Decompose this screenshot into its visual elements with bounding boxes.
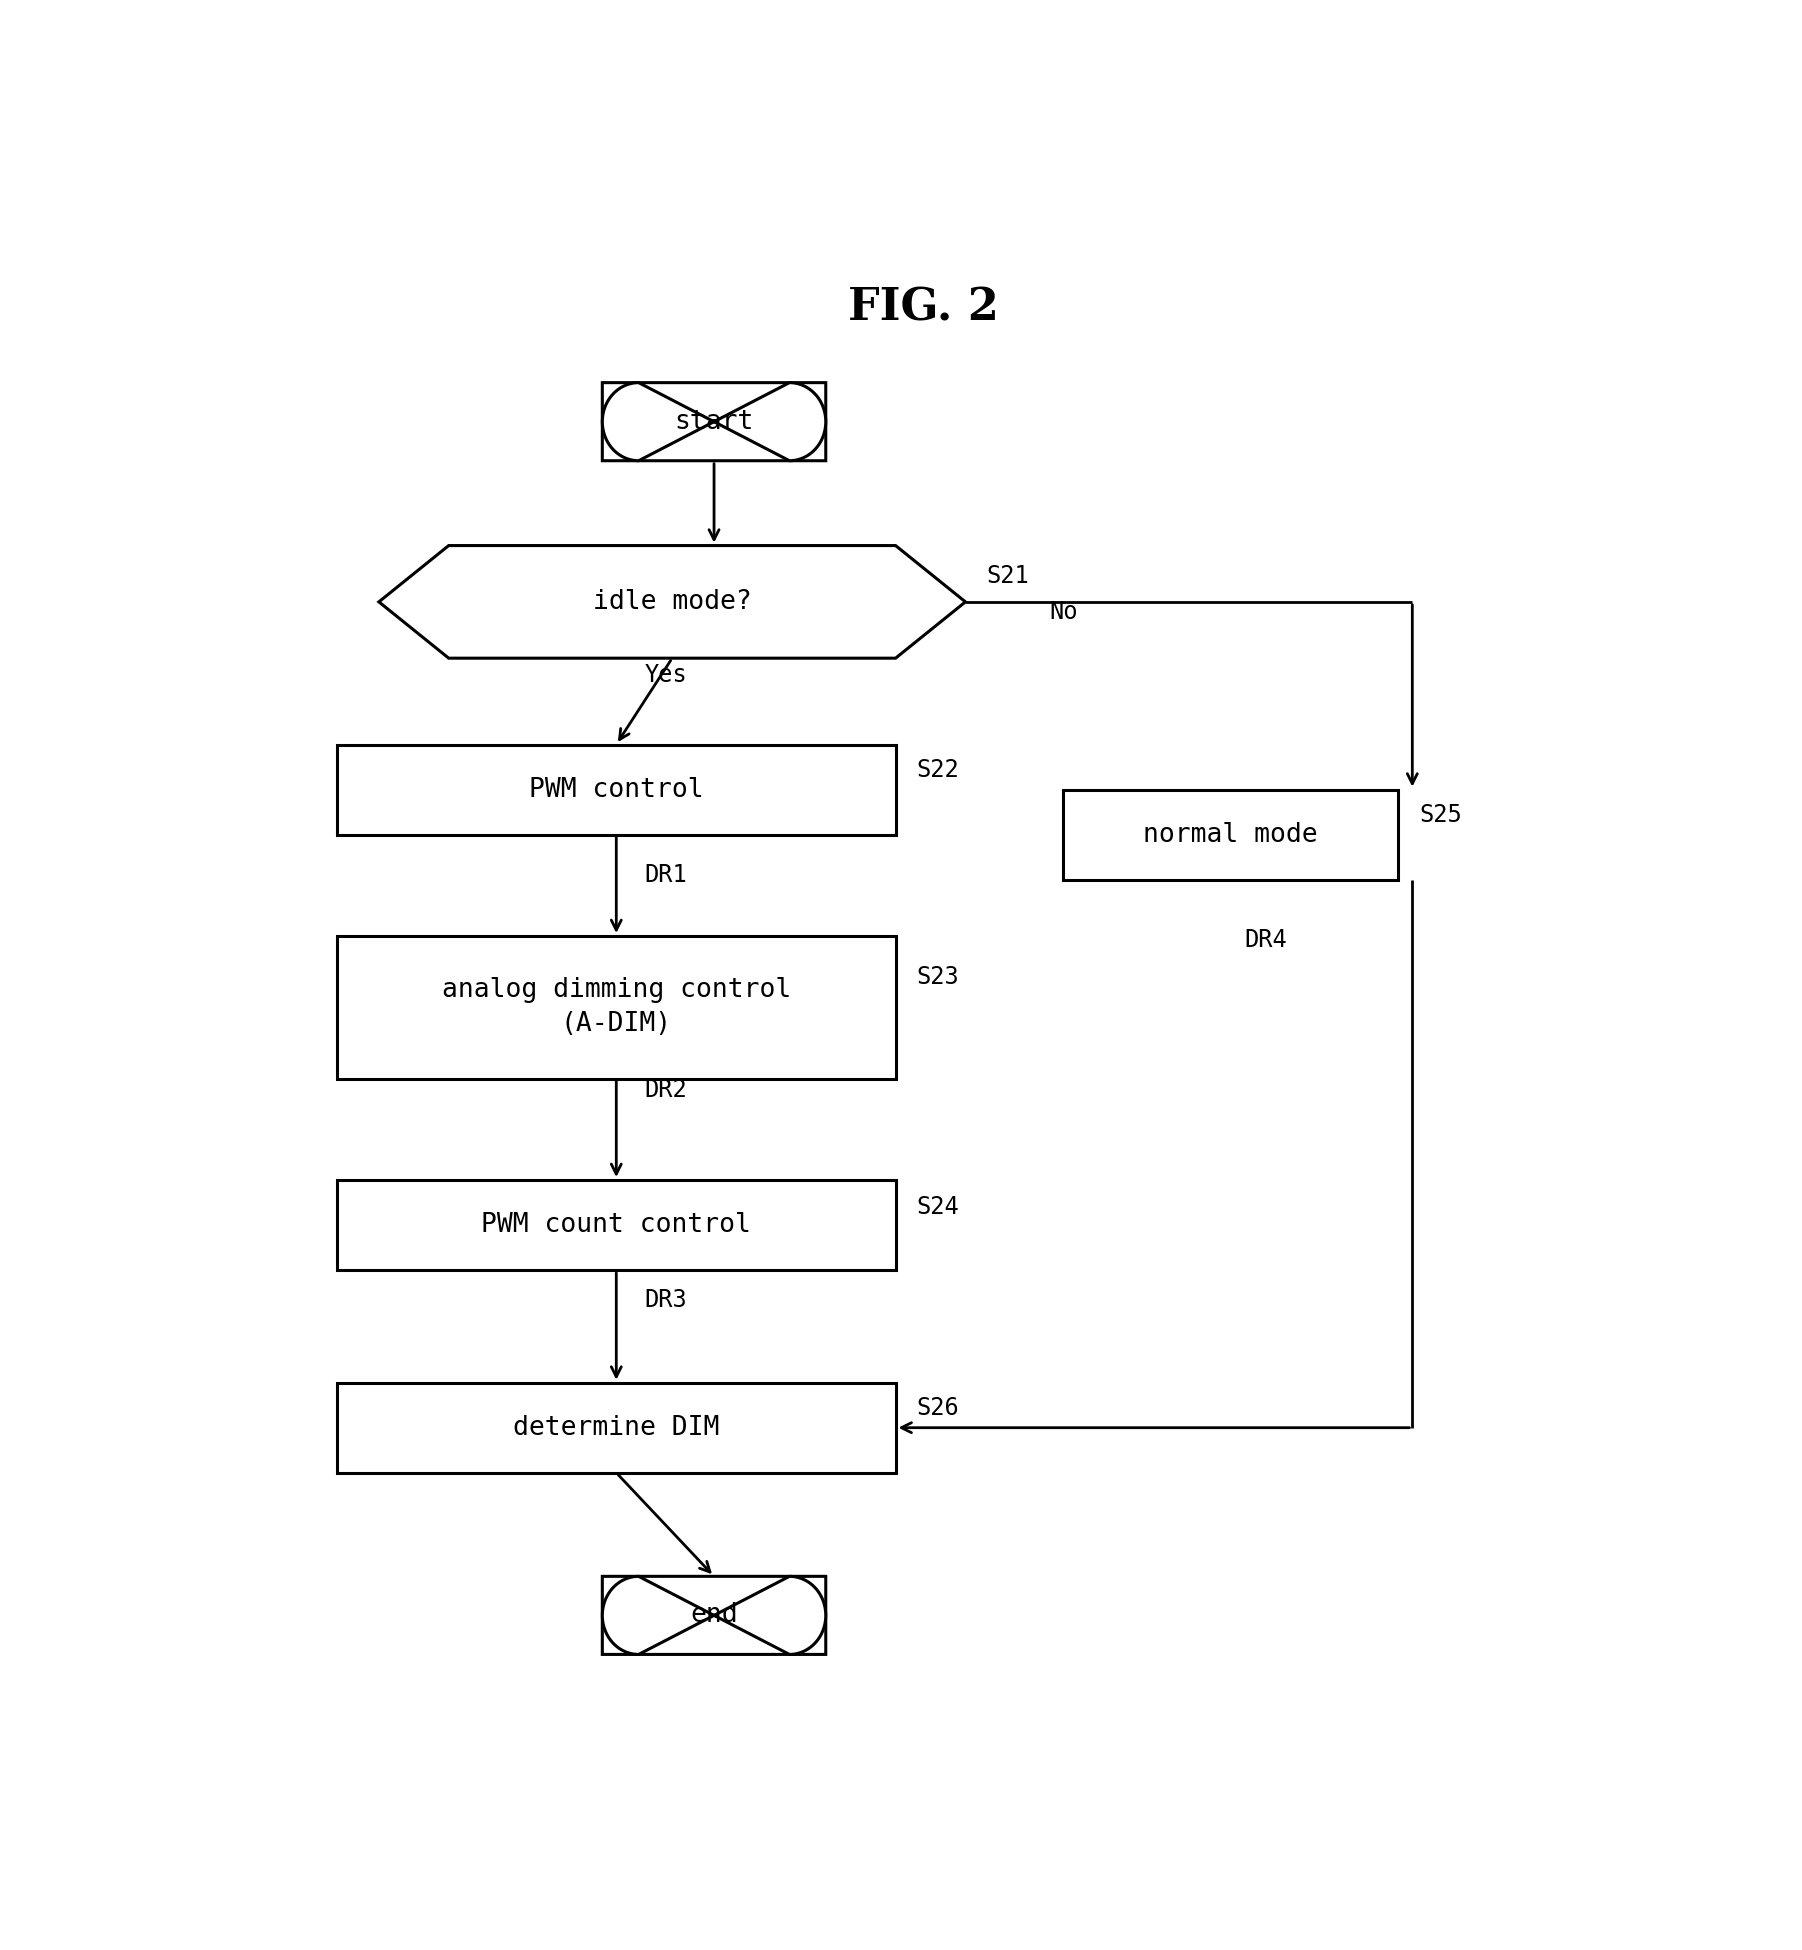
Polygon shape [602,382,825,460]
Polygon shape [602,1576,825,1654]
Text: DR2: DR2 [645,1078,687,1102]
Polygon shape [378,546,966,659]
Text: start: start [674,410,753,435]
Text: DR1: DR1 [645,864,687,887]
Text: S25: S25 [1420,803,1461,827]
Bar [337,936,896,1078]
Bar [337,1180,896,1269]
Text: S22: S22 [917,759,959,782]
Text: S21: S21 [986,564,1029,589]
Text: S26: S26 [917,1396,959,1420]
Text: PWM control: PWM control [530,776,703,803]
Text: FIG. 2: FIG. 2 [849,287,998,330]
Text: end: end [690,1603,737,1628]
Bar [337,1383,896,1472]
Text: Yes: Yes [645,663,687,688]
Text: PWM count control: PWM count control [481,1213,751,1238]
Text: DR4: DR4 [1245,928,1287,952]
FancyBboxPatch shape [602,1576,825,1654]
Text: No: No [1049,601,1078,624]
Bar [337,745,896,835]
Bar [1063,790,1398,879]
FancyBboxPatch shape [602,382,825,460]
Text: S24: S24 [917,1195,959,1219]
Text: DR3: DR3 [645,1289,687,1312]
Text: idle mode?: idle mode? [593,589,751,614]
Text: analog dimming control
(A-DIM): analog dimming control (A-DIM) [441,977,791,1037]
Text: determine DIM: determine DIM [514,1414,719,1441]
Text: normal mode: normal mode [1144,821,1317,848]
Text: S23: S23 [917,965,959,989]
